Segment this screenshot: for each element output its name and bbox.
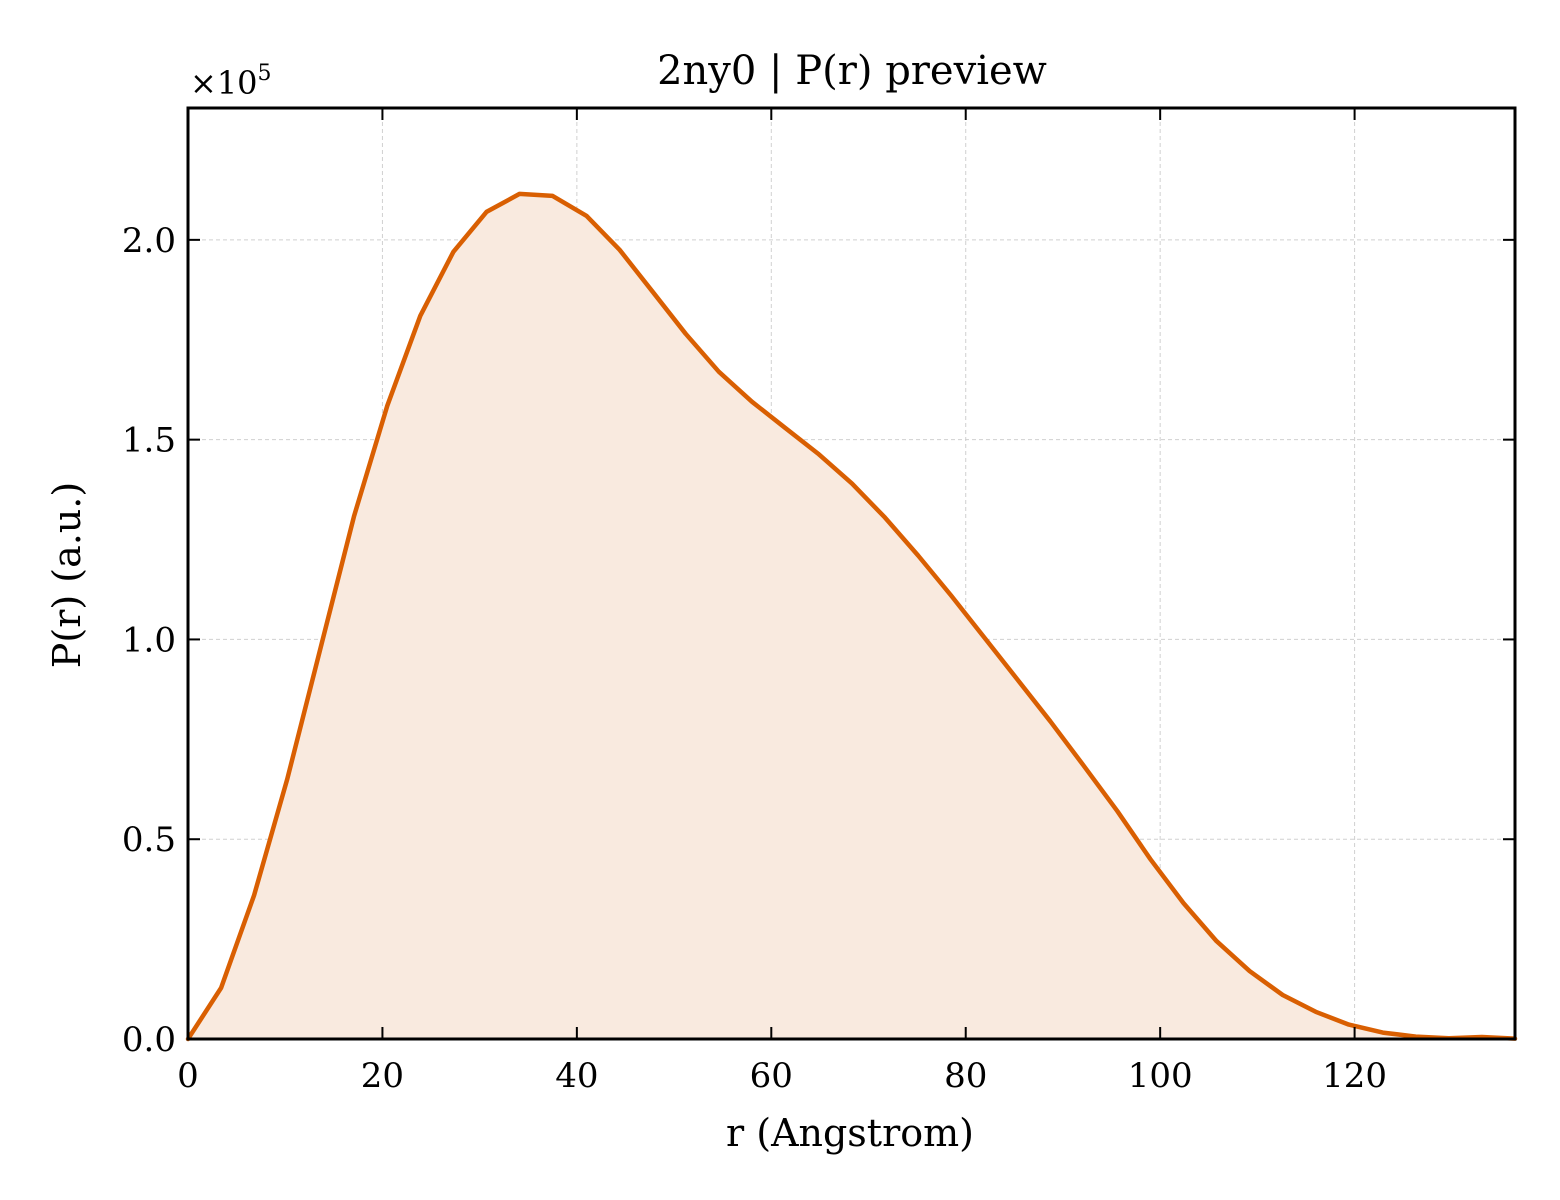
y-tick-label: 0.0 <box>122 1020 176 1060</box>
y-multiplier-base: ×10 <box>190 64 258 102</box>
axes <box>186 106 1517 1041</box>
x-tick-label: 80 <box>944 1056 987 1096</box>
chart-title: 2ny0 | P(r) preview <box>657 48 1047 94</box>
x-axis-label: r (Angstrom) <box>726 1111 974 1155</box>
tick-labels: 0 20 40 60 80 100 120 0.0 0.5 1.0 1.5 2.0 <box>122 221 1387 1096</box>
x-tick-label: 60 <box>750 1056 793 1096</box>
x-tick-label: 40 <box>555 1056 598 1096</box>
y-tick-label: 1.5 <box>122 421 176 461</box>
y-axis-label: P(r) (a.u.) <box>45 482 89 668</box>
y-multiplier-exponent: 5 <box>258 61 272 86</box>
x-tick-label: 20 <box>361 1056 404 1096</box>
x-tick-label: 120 <box>1322 1056 1387 1096</box>
x-tick-label: 0 <box>177 1056 199 1096</box>
y-tick-label: 2.0 <box>122 221 176 261</box>
series-line <box>185 191 1518 1042</box>
axes-frame <box>186 106 1517 1041</box>
series-area-fill <box>188 193 1515 1039</box>
y-axis-multiplier: ×105 <box>190 61 272 102</box>
plot-area <box>185 191 1518 1042</box>
tick-marks <box>187 108 1515 1040</box>
y-tick-label: 0.5 <box>122 820 176 860</box>
y-tick-label: 1.0 <box>122 620 176 660</box>
x-tick-label: 100 <box>1128 1056 1193 1096</box>
